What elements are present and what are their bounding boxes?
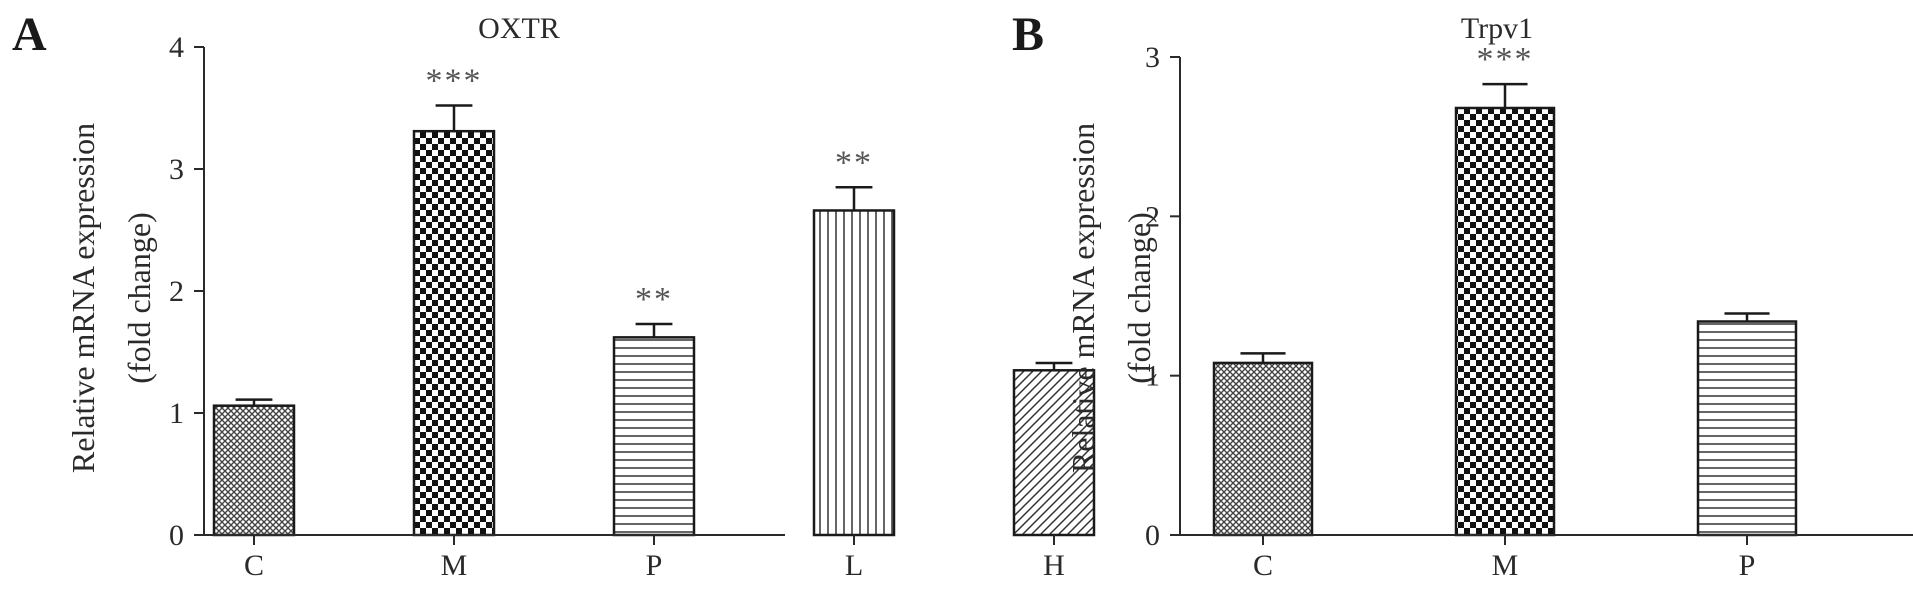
significance-b: ********* — [1477, 41, 1534, 78]
significance-label-b-M: *** — [1477, 41, 1534, 78]
x-tick-label-b-M: M — [1492, 549, 1519, 582]
significance-label-a-P: ** — [635, 281, 673, 318]
bar-b-P — [1696, 320, 1798, 537]
x-tick-label-a-L: L — [845, 549, 863, 582]
x-tick-label-a-P: P — [646, 549, 663, 582]
chart-title-a: OXTR — [478, 12, 560, 45]
error-bar-a-M — [435, 104, 473, 132]
bar-a-P — [612, 336, 696, 537]
x-tick-label-a-M: M — [441, 549, 468, 582]
error-bar-b-M — [1482, 82, 1528, 108]
y-tick-label-b-3: 3 — [1145, 41, 1160, 74]
y-axis-label-b-line1: Relative mRNA expression — [1065, 123, 1101, 473]
bar-b-C — [1212, 361, 1314, 537]
bar-b-M — [1454, 106, 1556, 537]
y-tick-label-a-3: 3 — [169, 153, 184, 186]
axes-a — [194, 46, 1055, 545]
significance-label-a-L: ** — [835, 144, 873, 181]
x-tick-label-b-P: P — [1739, 549, 1756, 582]
bars-b — [1212, 106, 1798, 537]
y-tick-label-a-4: 4 — [169, 31, 184, 64]
y-tick-label-b-2: 2 — [1145, 200, 1160, 233]
error-bar-b-P — [1724, 312, 1770, 322]
panel-letter-a: A — [12, 8, 47, 61]
error-bar-b-C — [1240, 352, 1286, 363]
error-bar-a-L — [835, 186, 873, 211]
error-bar-a-C — [235, 398, 273, 406]
bar-a-C — [212, 404, 296, 537]
chart-panel-a: A OXTR Relative mRNA expression (fold ch… — [12, 8, 1096, 582]
y-tick-label-b-0: 0 — [1145, 519, 1160, 552]
x-tick-label-a-H: H — [1043, 549, 1065, 582]
errorbars-b — [1240, 82, 1770, 363]
bar-a-L — [812, 209, 896, 537]
y-axis-label-a-line1: Relative mRNA expression — [65, 123, 101, 473]
error-bar-a-H — [1035, 361, 1073, 371]
bar-a-M — [412, 129, 496, 537]
y-tick-label-a-1: 1 — [169, 397, 184, 430]
y-tick-label-b-1: 1 — [1145, 360, 1160, 393]
axes-b — [1170, 56, 1913, 545]
y-axis-label-b-line2: (fold change) — [1121, 212, 1157, 383]
x-tick-label-a-C: C — [244, 549, 264, 582]
panel-letter-b: B — [1012, 8, 1044, 61]
error-bar-a-P — [635, 322, 673, 338]
chart-panel-b: B Trpv1 Relative mRNA expression (fold c… — [1012, 8, 1913, 582]
significance-label-a-M: *** — [426, 63, 483, 100]
significance-a: ******* — [426, 63, 873, 318]
errorbars-a — [235, 104, 1073, 406]
chart-title-b: Trpv1 — [1461, 12, 1533, 45]
ticks-a: C M P L H 0 1 2 3 4 — [169, 31, 1065, 582]
y-tick-label-a-0: 0 — [169, 519, 184, 552]
y-axis-label-a-line2: (fold change) — [121, 212, 157, 383]
y-tick-label-a-2: 2 — [169, 275, 184, 308]
x-tick-label-b-C: C — [1253, 549, 1273, 582]
